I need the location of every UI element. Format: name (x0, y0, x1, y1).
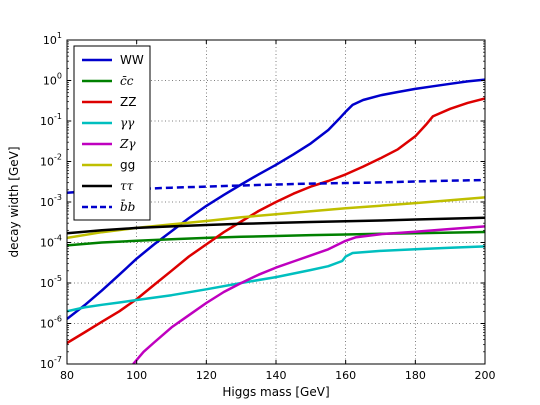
y-tick-base: 10 (40, 277, 54, 290)
legend-label: b̄b (120, 198, 135, 214)
y-tick-exponent: -3 (54, 193, 62, 202)
axis-ticks: 80 100 120 140 160 180 20010-710-610-510-410-3… (40, 31, 495, 382)
y-tick-base: 10 (40, 156, 54, 169)
x-axis-label: Higgs mass [GeV] (222, 385, 329, 399)
x-tick-label: 140 (266, 369, 287, 382)
y-tick-exponent: -2 (54, 153, 62, 162)
y-tick-label: 10-2 (40, 153, 62, 169)
legend-label: ττ (120, 179, 134, 193)
y-tick-label: 101 (43, 31, 62, 47)
series-line-0 (67, 78, 485, 320)
y-tick-base: 10 (40, 318, 54, 331)
legend-label: γγ (120, 116, 135, 130)
y-tick-label: 10-7 (40, 355, 62, 371)
y-tick-base: 10 (40, 196, 54, 209)
x-tick-label: 200 (475, 369, 496, 382)
series-line-6 (67, 216, 485, 235)
legend-label: Zγ (119, 137, 136, 151)
y-tick-label: 100 (43, 72, 62, 88)
x-tick-label: 180 (405, 369, 426, 382)
x-tick-label: 80 (60, 369, 74, 382)
y-tick-exponent: -1 (54, 112, 62, 121)
series-line-3 (67, 245, 485, 313)
y-tick-label: 10-4 (40, 234, 62, 250)
series-line-2 (67, 97, 485, 345)
y-tick-base: 10 (43, 75, 57, 88)
y-tick-label: 10-1 (40, 112, 62, 128)
y-tick-exponent: -7 (54, 355, 62, 364)
y-axis-label: decay width [GeV] (7, 146, 21, 257)
y-tick-label: 10-5 (40, 274, 62, 290)
y-tick-exponent: -5 (54, 274, 62, 283)
y-tick-base: 10 (40, 358, 54, 371)
y-tick-exponent: -6 (54, 315, 62, 324)
y-tick-label: 10-6 (40, 315, 62, 331)
legend-label: WW (120, 53, 144, 67)
y-tick-base: 10 (43, 34, 57, 47)
x-tick-label: 160 (335, 369, 356, 382)
series-line-1 (67, 230, 485, 247)
y-tick-label: 10-3 (40, 193, 62, 209)
y-tick-exponent: 0 (57, 72, 62, 81)
y-tick-base: 10 (40, 237, 54, 250)
legend-label: ZZ (120, 95, 136, 109)
legend: WW c̄c ZZ γγ Zγ gg ττ b̄b (73, 45, 151, 221)
y-tick-exponent: 1 (57, 31, 62, 40)
legend-label: c̄c (120, 74, 134, 88)
x-tick-label: 120 (196, 369, 217, 382)
legend-box (73, 45, 151, 221)
y-tick-base: 10 (40, 115, 54, 128)
legend-label: gg (120, 158, 135, 172)
y-tick-exponent: -4 (54, 234, 62, 243)
x-tick-label: 100 (126, 369, 147, 382)
series-line-4 (132, 225, 485, 364)
